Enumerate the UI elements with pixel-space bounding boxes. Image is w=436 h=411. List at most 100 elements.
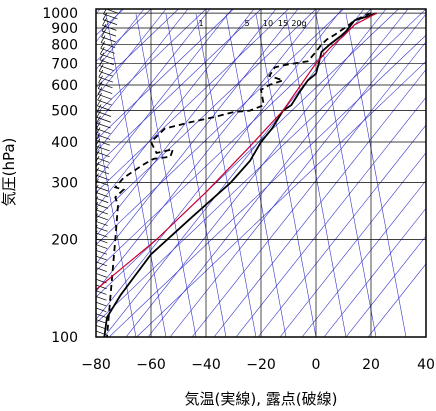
wind-barb-flag	[96, 110, 102, 118]
wind-barb-flag	[97, 81, 103, 89]
mixing-ratio-line	[315, 13, 377, 337]
mixing-ratio-line	[225, 13, 287, 337]
temperature-line	[103, 12, 377, 337]
wind-barb	[96, 301, 107, 307]
wind-barb-flag	[97, 92, 102, 101]
y-tick-label: 200	[51, 233, 78, 249]
x-tick-label: 0	[312, 357, 321, 373]
adiabat-line	[257, 124, 426, 337]
dewpoint-line	[106, 12, 372, 337]
x-axis-ticks: −80 −60 −40 −20 0 20 40	[81, 357, 435, 373]
wind-barb-flag	[101, 29, 106, 38]
x-tick-label: 20	[362, 357, 380, 373]
adiabat-line	[125, 9, 387, 337]
wind-barb	[96, 111, 112, 117]
wind-barb-flag	[96, 121, 101, 129]
wind-barb-flag	[99, 52, 105, 61]
x-tick-label: −40	[191, 357, 221, 373]
adiabat-line	[96, 9, 189, 126]
mixing-ratio-label: 1	[198, 19, 203, 28]
wind-barb-flag	[96, 115, 101, 124]
wind-barb-flag	[96, 207, 99, 212]
adiabat-line	[191, 41, 426, 337]
wind-barb-flag	[99, 58, 104, 66]
wind-barb-flag	[98, 75, 103, 83]
wind-barb-flag	[97, 98, 102, 106]
isotherm-line	[96, 9, 426, 324]
adiabat-line	[96, 9, 343, 320]
wind-barb-flag	[97, 87, 103, 95]
wind-barb	[96, 134, 111, 140]
y-tick-label: 600	[51, 78, 78, 94]
wind-barb	[96, 267, 107, 272]
wind-barb-flag	[102, 12, 108, 20]
mixing-ratio-line	[345, 13, 407, 337]
wind-barb	[97, 93, 113, 100]
wind-barb-flag	[99, 46, 105, 55]
y-tick-label: 700	[51, 56, 78, 72]
wind-barb	[96, 163, 110, 169]
parcel-line	[96, 12, 377, 291]
wind-barb-flag	[100, 41, 105, 49]
mixing-ratio-line	[255, 13, 317, 337]
wind-barb-flag	[96, 219, 98, 223]
plot-frame	[95, 8, 427, 338]
adiabat-line	[235, 96, 426, 337]
isotherm-line	[96, 9, 179, 88]
wind-barb	[96, 330, 107, 336]
wind-barb-flag	[96, 161, 100, 168]
wind-barb	[96, 255, 108, 261]
wind-barb-flag	[96, 201, 99, 207]
adiabat-line	[323, 207, 426, 337]
x-axis-title: 気温(実線), 露点(破線)	[185, 390, 338, 408]
wind-barb	[99, 70, 114, 77]
wind-barb	[96, 319, 107, 324]
wind-barb	[96, 157, 110, 163]
wind-barb-flag	[104, 1, 108, 8]
wind-barb-flag	[96, 104, 102, 112]
wind-barb	[96, 226, 108, 232]
isotherm-line	[108, 34, 426, 337]
x-tick-label: −60	[136, 357, 166, 373]
wind-barb-flag	[96, 150, 100, 157]
mixing-ratio-line	[195, 13, 257, 337]
wind-barb	[96, 244, 108, 249]
mixing-ratio-labels: 1 5 10 15 20g	[198, 19, 306, 28]
adiabat-line	[345, 235, 426, 337]
wind-barb	[96, 296, 107, 301]
grid-lines	[96, 9, 426, 337]
mixing-ratio-label: 5	[244, 19, 249, 28]
adiabat-line	[96, 9, 167, 98]
wind-barb	[96, 249, 108, 255]
wind-barb	[96, 324, 107, 330]
y-tick-label: 800	[51, 38, 78, 54]
wind-barb	[96, 174, 109, 180]
wind-barb-flag	[96, 213, 98, 218]
x-tick-label: −20	[246, 357, 276, 373]
x-tick-label: 40	[417, 357, 435, 373]
mixing-ratio-line	[135, 13, 197, 337]
y-tick-label: 400	[51, 135, 78, 151]
wind-barb	[96, 221, 108, 226]
wind-barb	[96, 307, 107, 313]
isotherm-line	[96, 9, 317, 219]
adiabat-line	[301, 180, 426, 337]
mixing-ratio-line	[96, 120, 137, 337]
wind-barb	[96, 122, 111, 129]
wind-barb-flag	[96, 155, 100, 163]
wind-barb-flag	[98, 69, 104, 78]
data-series	[96, 12, 377, 337]
mixing-ratio-label: 15	[278, 19, 288, 28]
y-axis-title: 気圧(hPa)	[0, 138, 18, 207]
y-tick-label: 100	[51, 330, 78, 346]
wind-barb	[96, 238, 108, 244]
mixing-ratio-line	[105, 13, 167, 337]
wind-barb-flag	[100, 35, 106, 43]
wind-barb	[96, 290, 107, 295]
mixing-ratio-line	[165, 13, 227, 337]
wind-barb-flag	[96, 127, 101, 135]
mixing-ratio-label: 10	[263, 19, 273, 28]
wind-barb	[96, 261, 107, 267]
